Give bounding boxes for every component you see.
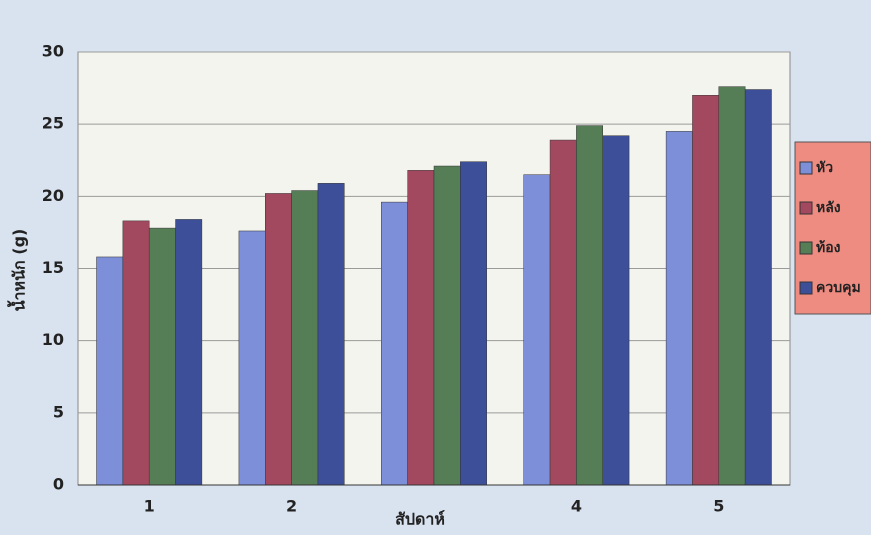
bar	[744, 89, 772, 486]
y-axis-title: น้ำหนัก (g)	[7, 229, 29, 312]
y-tick-label: 25	[42, 114, 64, 133]
bar	[407, 170, 435, 486]
bar	[692, 95, 720, 486]
legend-label: ควบคุม	[816, 280, 861, 296]
y-tick-label: 0	[53, 475, 64, 494]
legend-label: หลัง	[816, 200, 841, 216]
bar	[381, 201, 408, 486]
legend-swatch	[799, 241, 813, 255]
bar	[175, 219, 203, 486]
y-tick-label: 30	[42, 42, 64, 61]
bar	[549, 139, 577, 486]
legend-swatch	[799, 201, 813, 215]
bar	[317, 183, 345, 486]
bar	[665, 131, 693, 486]
x-axis-title: สัปดาห์	[395, 510, 445, 529]
bar	[576, 125, 603, 486]
x-tick-label: 5	[713, 497, 724, 516]
bar	[96, 256, 124, 486]
legend-label: ท้อง	[816, 240, 841, 256]
y-tick-label: 10	[42, 330, 64, 349]
bar	[602, 135, 630, 486]
x-tick-label: 2	[286, 497, 297, 516]
bar	[291, 190, 319, 486]
bar	[148, 227, 176, 486]
legend-swatch	[799, 161, 813, 175]
y-tick-label: 15	[42, 258, 64, 277]
bar	[718, 86, 746, 486]
y-tick-label: 5	[53, 402, 64, 421]
x-tick-label: 4	[571, 497, 582, 516]
legend-swatch	[799, 281, 813, 295]
bar	[523, 174, 551, 486]
y-tick-label: 20	[42, 186, 64, 205]
bar	[265, 193, 292, 486]
legend-label: หัว	[816, 160, 833, 176]
bar	[433, 165, 461, 486]
bar	[122, 220, 150, 486]
x-tick-label: 1	[144, 497, 155, 516]
bar	[460, 161, 487, 486]
bar	[238, 230, 266, 486]
